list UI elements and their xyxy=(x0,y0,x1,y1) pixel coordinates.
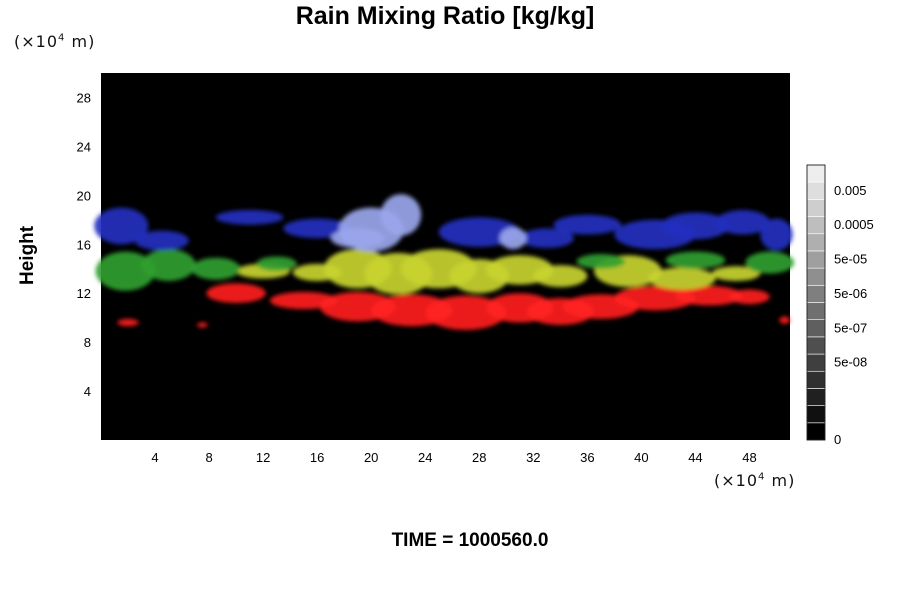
colorbar-level xyxy=(806,370,826,389)
chart-title: Rain Mixing Ratio [kg/kg] xyxy=(295,2,595,30)
x-tick-label: 24 xyxy=(418,450,432,465)
colorbar-tick-label: 5e-05 xyxy=(834,252,867,267)
colorbar-labels: 0.005 0.0005 5e-05 5e-06 5e-07 5e-08 0 xyxy=(834,183,874,447)
colorbar-level xyxy=(806,405,826,424)
y-unit-suffix: m) xyxy=(65,32,96,51)
rain-blob xyxy=(675,285,743,306)
colorbar-tick-label: 0.005 xyxy=(834,183,867,198)
y-tick-label: 12 xyxy=(77,286,91,301)
x-axis-ticks: 4 8 12 16 20 24 28 32 36 40 44 48 xyxy=(151,450,756,465)
colorbar-level xyxy=(806,267,826,286)
colorbar-level xyxy=(806,216,826,235)
y-tick-label: 28 xyxy=(77,90,91,105)
colorbar-level xyxy=(806,250,826,269)
colorbar-level xyxy=(806,422,826,441)
rain-blob xyxy=(380,194,422,236)
colorbar-level xyxy=(806,302,826,320)
rain-blob xyxy=(665,251,726,269)
rain-blob xyxy=(553,214,622,235)
rain-blob xyxy=(576,254,626,269)
x-tick-label: 12 xyxy=(256,450,270,465)
y-unit-exponent: 4 xyxy=(58,32,66,44)
rain-layer xyxy=(330,194,527,252)
y-tick-label: 16 xyxy=(77,237,91,252)
rain-blob xyxy=(438,217,520,247)
colorbar xyxy=(806,164,826,441)
y-tick-label: 4 xyxy=(84,384,91,399)
x-tick-label: 20 xyxy=(364,450,378,465)
colorbar-level xyxy=(806,285,826,303)
y-axis-unit: (×104 m) xyxy=(14,32,95,51)
rain-blob xyxy=(94,207,149,245)
rain-blob xyxy=(745,251,795,274)
colorbar-level xyxy=(806,233,826,252)
x-tick-label: 40 xyxy=(634,450,648,465)
x-unit-exponent: 4 xyxy=(758,471,766,483)
rain-blob xyxy=(614,285,696,311)
rain-blob xyxy=(117,318,139,327)
rain-blob xyxy=(330,228,385,248)
colorbar-tick-label: 5e-08 xyxy=(834,355,867,370)
rain-blob xyxy=(283,218,351,239)
colorbar-level xyxy=(806,319,826,338)
rain-blob xyxy=(729,289,770,305)
colorbar-tick-label: 5e-07 xyxy=(834,320,867,335)
x-tick-label: 16 xyxy=(310,450,324,465)
rain-blob xyxy=(206,283,266,303)
rain-blob xyxy=(196,322,208,328)
time-label: TIME = 1000560.0 xyxy=(391,530,549,551)
colorbar-level xyxy=(806,181,826,200)
rain-blob xyxy=(715,210,770,235)
x-unit-suffix: m) xyxy=(765,471,796,490)
rain-blob xyxy=(425,295,507,330)
x-tick-label: 4 xyxy=(151,450,158,465)
x-tick-label: 48 xyxy=(742,450,756,465)
rain-blob xyxy=(519,228,574,248)
rain-layer xyxy=(94,207,793,251)
x-tick-label: 32 xyxy=(526,450,540,465)
colorbar-level xyxy=(806,388,826,406)
rain-blob xyxy=(95,251,156,291)
y-tick-label: 20 xyxy=(77,188,91,203)
x-axis-unit: (×104 m) xyxy=(714,471,795,490)
colorbar-level xyxy=(806,199,826,217)
rain-blob xyxy=(499,227,527,250)
y-axis-ticks: 4 8 12 16 20 24 28 xyxy=(77,90,91,399)
rain-blob xyxy=(134,230,189,251)
colorbar-frame xyxy=(806,164,826,441)
x-unit-prefix: (×10 xyxy=(714,471,759,490)
colorbar-level xyxy=(806,164,826,183)
rain-blob xyxy=(779,316,790,324)
rain-blob xyxy=(141,249,196,281)
rain-blob xyxy=(648,267,716,290)
colorbar-tick-label: 0 xyxy=(834,432,841,447)
colorbar-level xyxy=(806,336,826,355)
colorbar-tick-label: 0.0005 xyxy=(834,217,874,232)
colorbar-tick-label: 5e-06 xyxy=(834,286,867,301)
rain-field xyxy=(94,194,795,330)
x-tick-label: 44 xyxy=(688,450,702,465)
rain-blob xyxy=(760,218,793,251)
x-tick-label: 36 xyxy=(580,450,594,465)
y-unit-prefix: (×10 xyxy=(14,32,59,51)
colorbar-level xyxy=(806,353,826,372)
x-tick-label: 8 xyxy=(205,450,212,465)
x-tick-label: 28 xyxy=(472,450,486,465)
rain-blob xyxy=(191,257,241,280)
y-tick-label: 8 xyxy=(84,335,91,350)
y-tick-label: 24 xyxy=(77,139,91,154)
rain-blob xyxy=(533,265,588,288)
rain-blob xyxy=(215,210,284,225)
rain-blob xyxy=(256,256,297,272)
rain-layer xyxy=(95,249,795,291)
rain-layer xyxy=(117,283,790,330)
rain-blob xyxy=(711,266,761,281)
rain-blob xyxy=(661,212,730,240)
